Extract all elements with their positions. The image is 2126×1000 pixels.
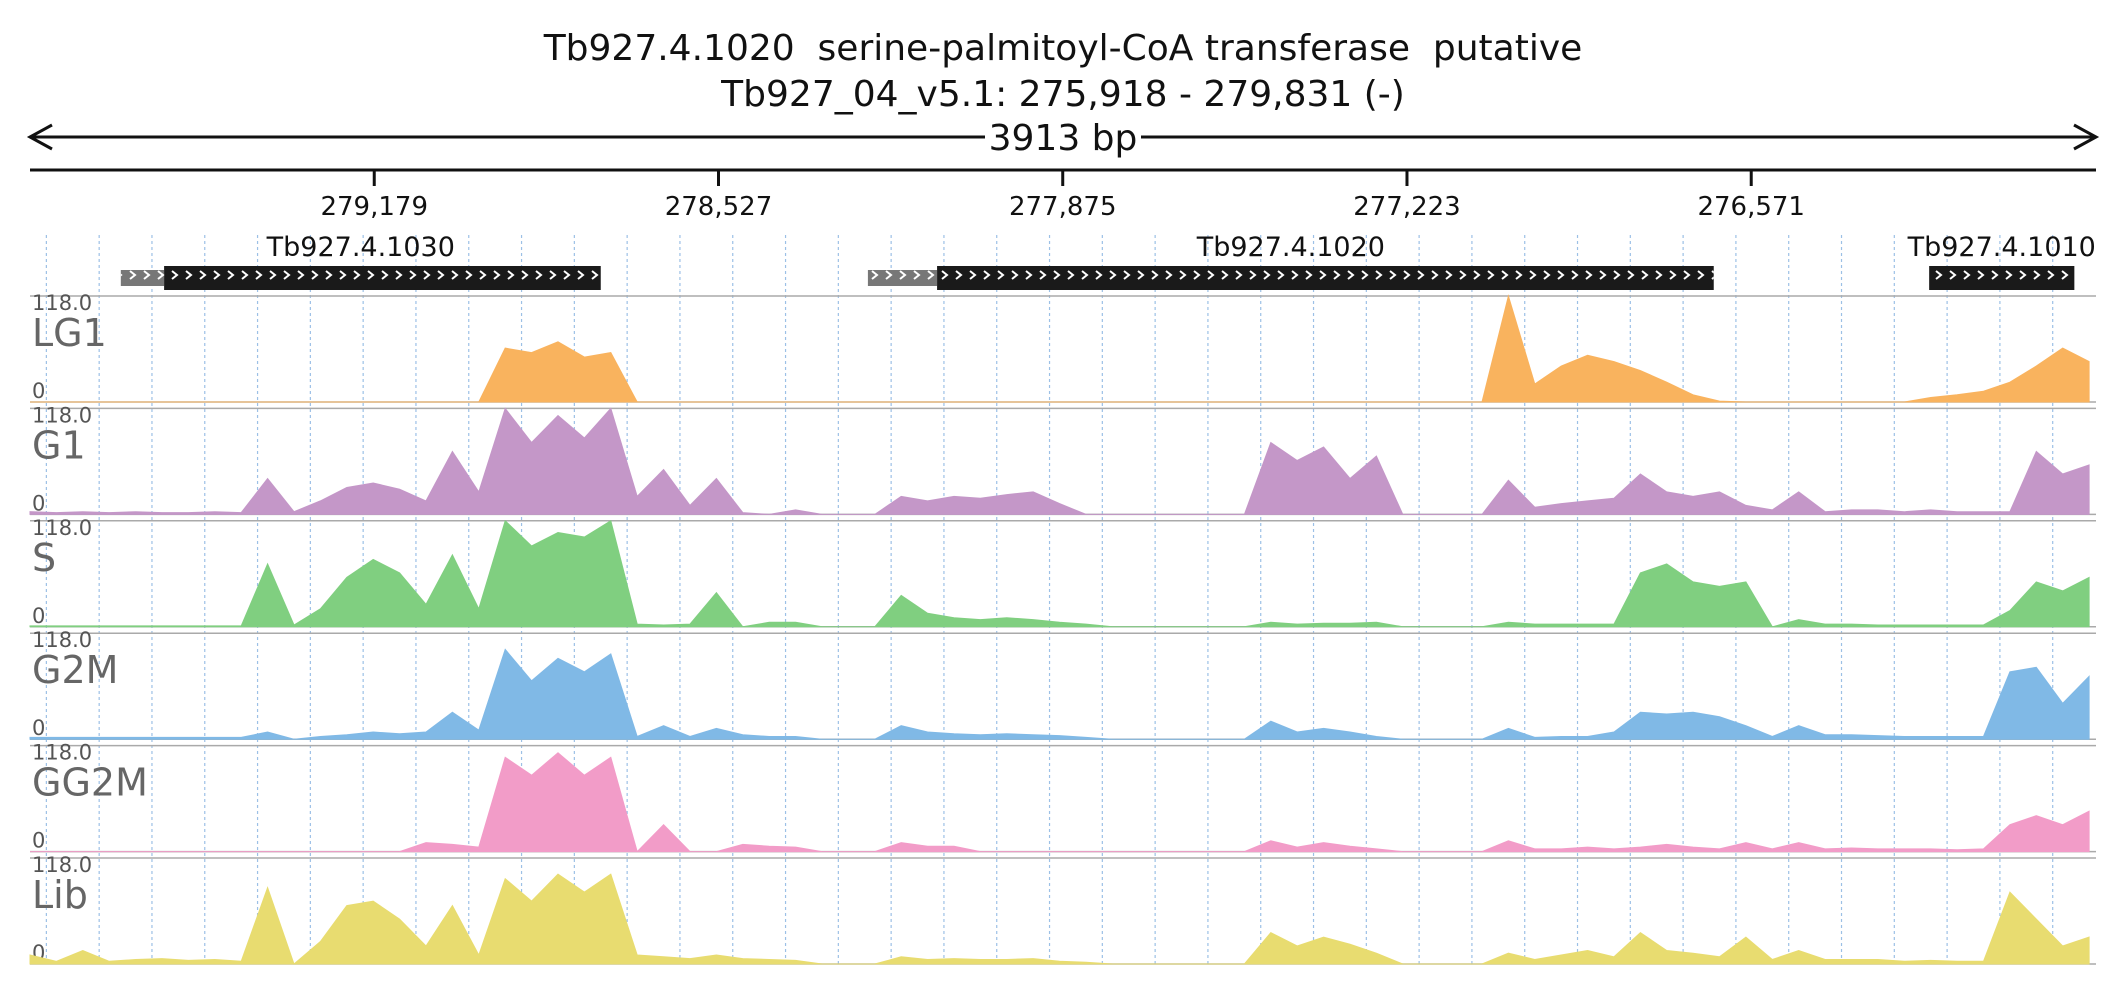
- gene-label: Tb927.4.1030: [266, 232, 455, 263]
- coverage-area: [30, 752, 2090, 853]
- utr-arrows: [120, 270, 165, 286]
- y-tick-label: 118.0: [32, 403, 92, 427]
- coverage-area: [30, 294, 2090, 403]
- gene-label: Tb927.4.1020: [1196, 232, 1385, 263]
- y-tick-label: 118.0: [32, 516, 92, 540]
- track-name: GG2M: [32, 761, 148, 805]
- coverage-area: [29, 519, 2090, 628]
- track-name: LG1: [32, 311, 107, 355]
- x-tick-label: 278,527: [665, 192, 773, 222]
- cds-arrows: [937, 267, 1714, 289]
- y-tick-label: 118.0: [32, 628, 92, 652]
- track-name: Lib: [32, 873, 88, 917]
- cds-arrows: [1929, 267, 2075, 289]
- y-tick-label: 118.0: [32, 291, 92, 315]
- chart-subtitle: Tb927_04_v5.1: 275,918 - 279,831 (-): [720, 74, 1405, 115]
- utr-arrows: [867, 270, 938, 286]
- track-name: G1: [32, 423, 86, 467]
- track-name: S: [32, 536, 56, 580]
- x-tick-label: 277,223: [1353, 192, 1461, 222]
- y-tick-label: 0: [32, 491, 45, 515]
- coverage-area: [29, 873, 2090, 965]
- coverage-area: [29, 648, 2090, 740]
- y-tick-label: 0: [32, 379, 45, 403]
- chart-title: Tb927.4.1020 serine-palmitoyl-CoA transf…: [543, 28, 1583, 69]
- y-tick-label: 0: [32, 829, 45, 853]
- x-tick-label: 277,875: [1009, 192, 1117, 222]
- span-arrow: [26, 118, 2100, 156]
- y-tick-label: 0: [32, 604, 45, 628]
- span-label: 3913 bp: [989, 118, 1138, 159]
- y-tick-label: 118.0: [32, 741, 92, 765]
- coverage-area: [29, 407, 2090, 515]
- y-tick-label: 0: [32, 716, 45, 740]
- track-name: G2M: [32, 648, 118, 692]
- cds-arrows: [164, 267, 601, 289]
- x-tick-label: 276,571: [1697, 192, 1805, 222]
- x-tick-label: 279,179: [320, 192, 428, 222]
- y-tick-label: 118.0: [32, 853, 92, 877]
- gene-label: Tb927.4.1010: [1907, 232, 2096, 263]
